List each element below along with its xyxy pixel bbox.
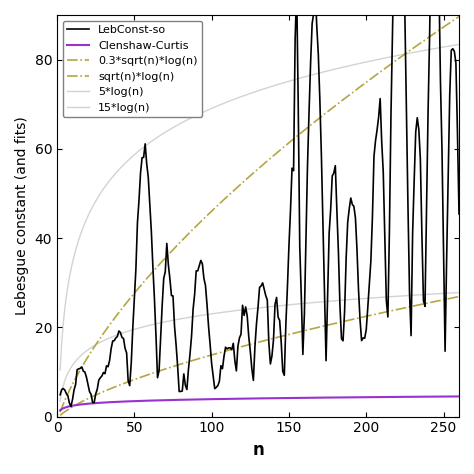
15*log(n) (90, 204, 95, 210)
sqrt(n)*log(n) (130, 292, 136, 298)
Clenshaw-Curtis (245, 396, 250, 401)
15*log(n) (245, 91, 250, 97)
Y-axis label: Lebesgue constant (and fits): Lebesgue constant (and fits) (15, 117, 29, 315)
5*log(n) (245, 306, 250, 312)
15*log(n) (456, 42, 462, 47)
LebConst-so (456, 211, 462, 217)
5*log(n) (402, 293, 408, 299)
sqrt(n)*log(n) (90, 346, 95, 352)
sqrt(n)*log(n) (122, 302, 128, 308)
Line: LebConst-so: LebConst-so (60, 0, 459, 407)
Line: Clenshaw-Curtis: Clenshaw-Curtis (60, 396, 459, 410)
15*log(n) (130, 153, 136, 159)
0.3*sqrt(n)*log(n) (456, 294, 462, 300)
sqrt(n)*log(n) (245, 175, 250, 181)
LebConst-so (277, 318, 283, 323)
LebConst-so (295, 101, 301, 107)
15*log(n) (402, 51, 408, 57)
Clenshaw-Curtis (448, 393, 454, 399)
LebConst-so (232, 358, 237, 364)
Legend: LebConst-so, Clenshaw-Curtis, 0.3*sqrt(n)*log(n), sqrt(n)*log(n), 5*log(n), 15*l: LebConst-so, Clenshaw-Curtis, 0.3*sqrt(n… (63, 20, 202, 117)
Clenshaw-Curtis (402, 394, 408, 400)
Clenshaw-Curtis (57, 408, 63, 413)
5*log(n) (90, 344, 95, 349)
sqrt(n)*log(n) (402, 51, 408, 57)
Clenshaw-Curtis (456, 393, 462, 399)
LebConst-so (57, 392, 63, 398)
15*log(n) (448, 43, 454, 48)
Line: 5*log(n): 5*log(n) (60, 292, 459, 401)
sqrt(n)*log(n) (448, 19, 454, 25)
LebConst-so (377, 96, 383, 101)
0.3*sqrt(n)*log(n) (245, 342, 250, 348)
sqrt(n)*log(n) (456, 14, 462, 19)
15*log(n) (57, 367, 63, 373)
15*log(n) (122, 161, 128, 166)
0.3*sqrt(n)*log(n) (57, 412, 63, 418)
5*log(n) (57, 398, 63, 404)
sqrt(n)*log(n) (57, 410, 63, 415)
0.3*sqrt(n)*log(n) (402, 305, 408, 310)
Clenshaw-Curtis (90, 401, 95, 406)
0.3*sqrt(n)*log(n) (130, 377, 136, 383)
Clenshaw-Curtis (122, 399, 128, 404)
LebConst-so (96, 377, 101, 383)
5*log(n) (122, 329, 128, 335)
5*log(n) (448, 290, 454, 296)
0.3*sqrt(n)*log(n) (90, 393, 95, 399)
Line: 0.3*sqrt(n)*log(n): 0.3*sqrt(n)*log(n) (60, 297, 459, 415)
5*log(n) (456, 290, 462, 295)
Line: 15*log(n): 15*log(n) (60, 45, 459, 370)
5*log(n) (130, 327, 136, 333)
0.3*sqrt(n)*log(n) (122, 380, 128, 386)
LebConst-so (76, 366, 82, 372)
Line: sqrt(n)*log(n): sqrt(n)*log(n) (60, 17, 459, 412)
LebConst-so (68, 404, 74, 410)
Clenshaw-Curtis (130, 398, 136, 404)
0.3*sqrt(n)*log(n) (448, 295, 454, 301)
X-axis label: n: n (252, 441, 264, 459)
